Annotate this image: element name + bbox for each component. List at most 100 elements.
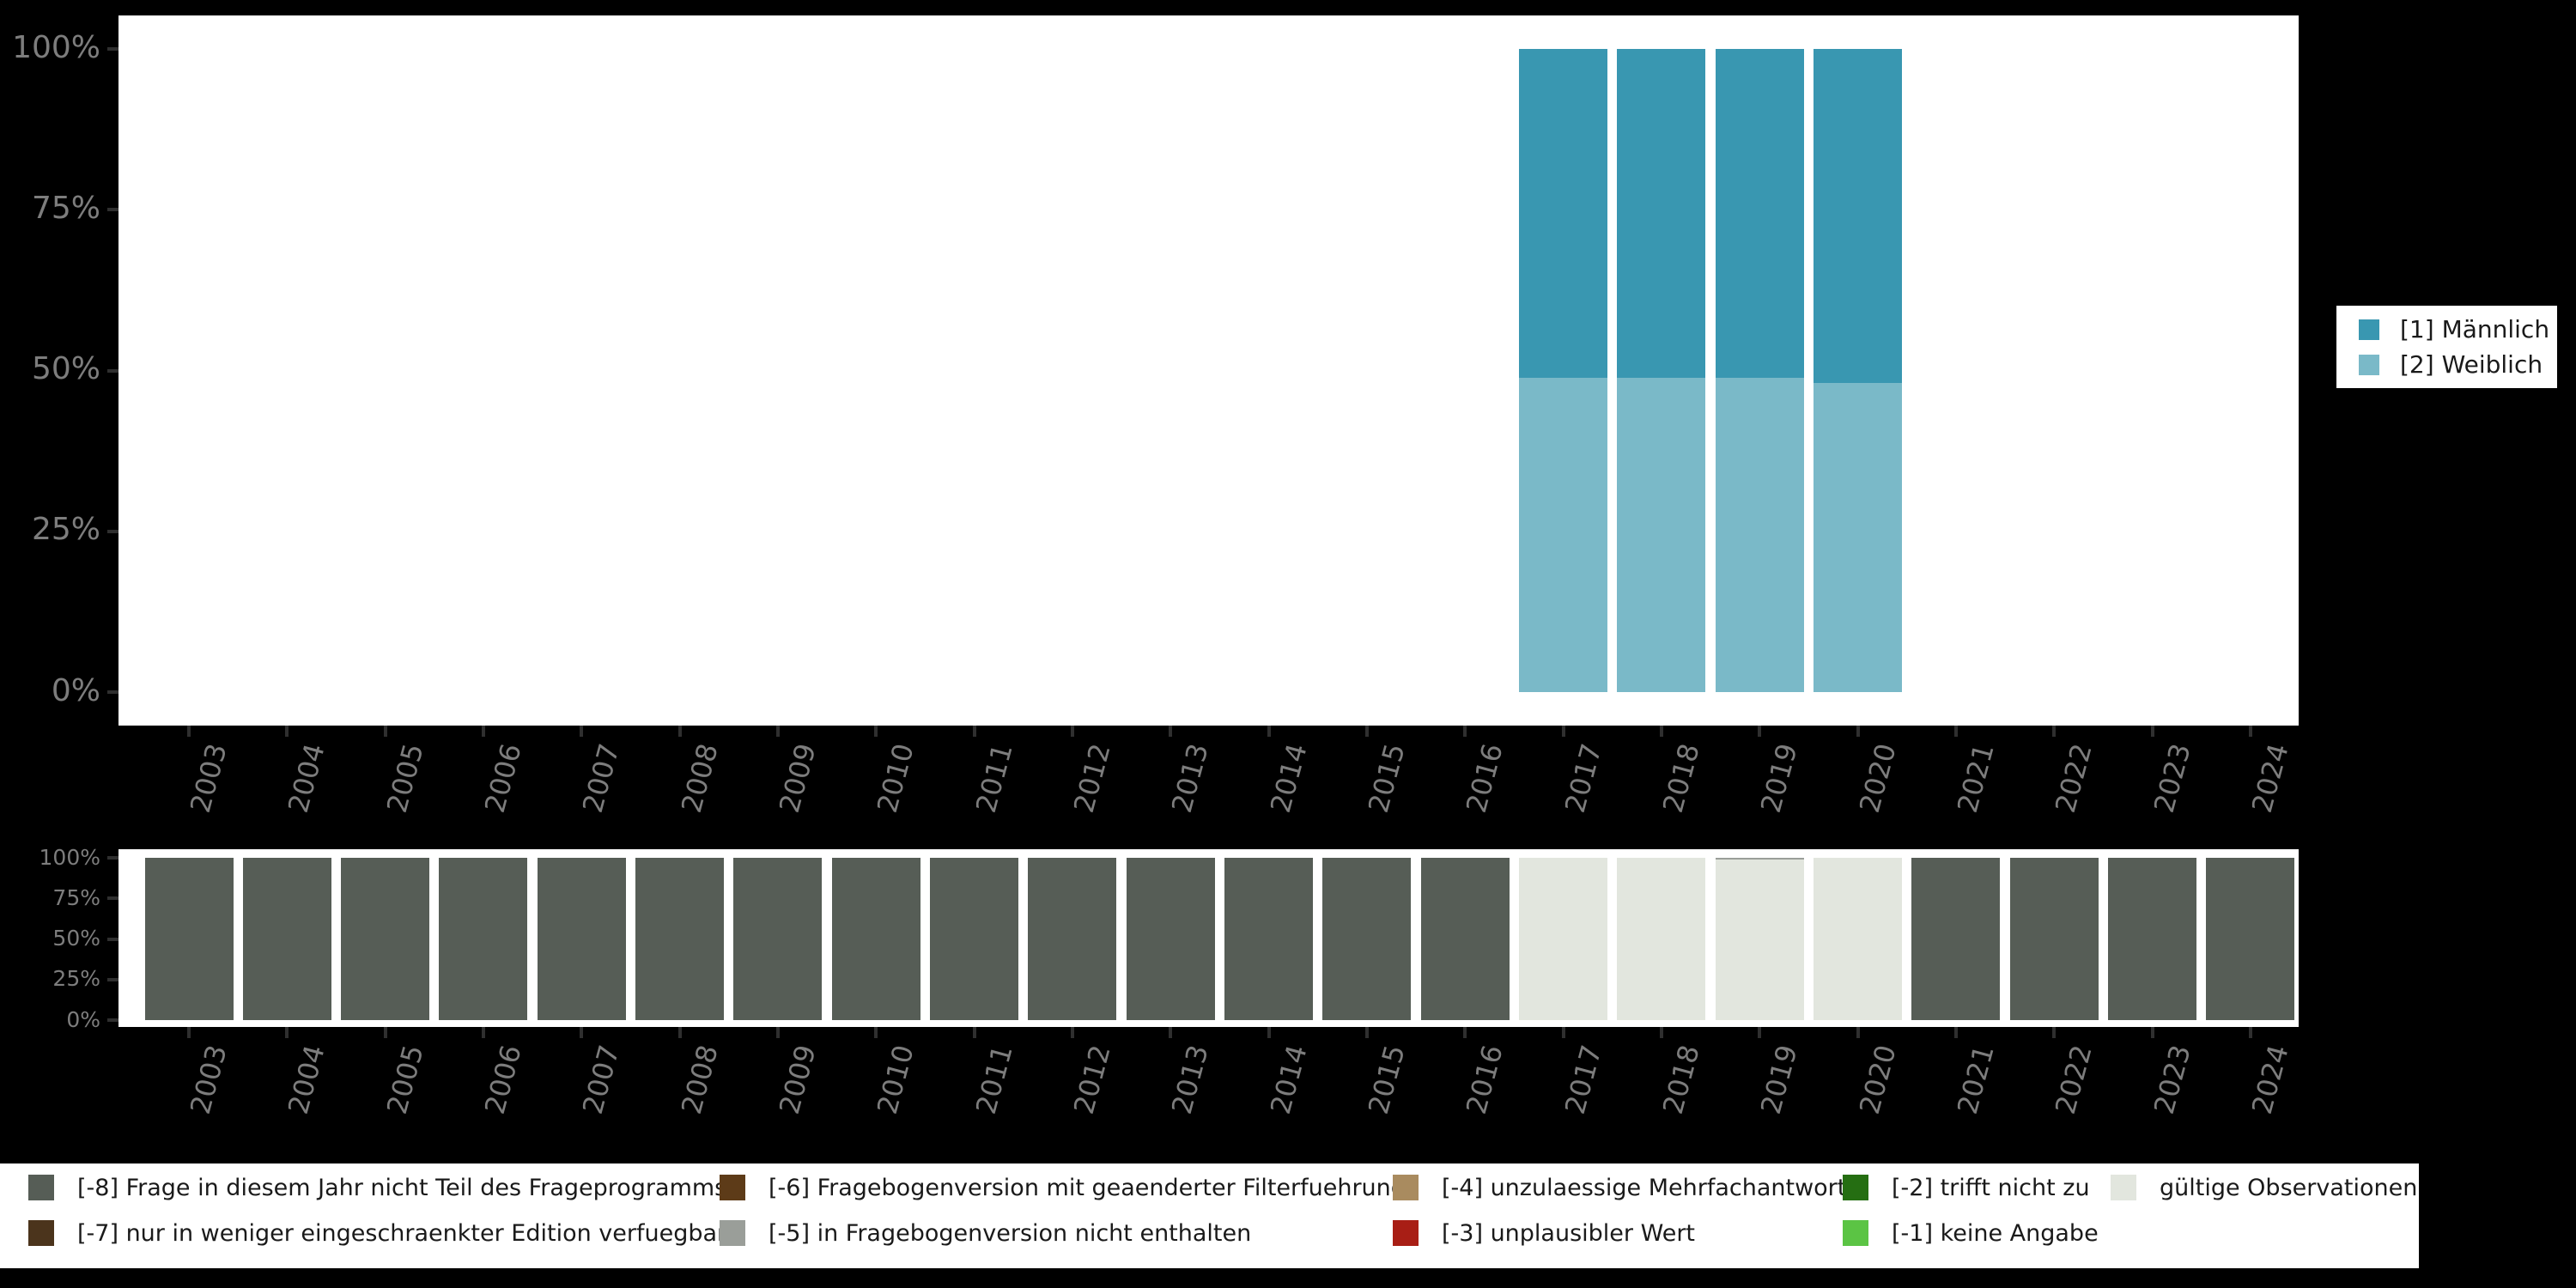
x-tick-label: 2012 <box>1066 1042 1117 1118</box>
legend-label-valid: gültige Observationen <box>2160 1175 2418 1201</box>
legend-label-m1: [-1] keine Angabe <box>1892 1220 2099 1247</box>
x-tick-label: 2020 <box>1852 740 1903 817</box>
y-tick-label: 0% <box>66 1006 100 1032</box>
legend-swatch-weiblich <box>2359 354 2379 375</box>
x-tick-label: 2014 <box>1263 1042 1314 1118</box>
y-tick-label: 100% <box>12 29 100 65</box>
bar-segment <box>635 858 725 1020</box>
x-tick <box>1856 1027 1860 1038</box>
x-tick-label: 2003 <box>183 740 234 817</box>
bar-segment <box>1715 858 1804 860</box>
x-tick-label: 2011 <box>969 740 1019 817</box>
x-tick-label: 2013 <box>1165 740 1216 817</box>
legend-swatch-m5 <box>720 1220 745 1246</box>
y-tick <box>107 208 118 212</box>
legend-swatch-maennlich <box>2359 319 2379 340</box>
bar-segment <box>1519 377 1608 692</box>
bar-segment <box>1814 858 1903 1020</box>
y-tick-label: 100% <box>39 844 100 870</box>
x-tick <box>972 1027 976 1038</box>
bar-segment <box>1617 378 1706 692</box>
x-tick-label: 2021 <box>1950 740 2001 817</box>
x-tick-label: 2011 <box>969 1042 1019 1118</box>
legend-label-weiblich: [2] Weiblich <box>2400 350 2543 379</box>
x-tick <box>1758 1027 1762 1038</box>
legend-label-maennlich: [1] Männlich <box>2400 315 2550 343</box>
y-tick <box>107 368 118 373</box>
x-tick-label: 2005 <box>380 1042 430 1118</box>
x-tick <box>187 726 191 737</box>
x-tick <box>2248 726 2252 737</box>
bar-segment <box>144 858 234 1020</box>
bar-segment <box>831 858 920 1020</box>
bar-segment <box>1617 49 1706 379</box>
bar-segment <box>1715 378 1804 692</box>
bar-segment <box>2206 858 2295 1020</box>
x-tick-label: 2008 <box>674 740 725 817</box>
x-tick-label: 2019 <box>1754 740 1804 817</box>
y-tick <box>107 529 118 533</box>
x-tick <box>580 1027 584 1038</box>
legend-swatch-m7 <box>28 1220 54 1246</box>
y-tick <box>107 937 118 941</box>
x-tick <box>2248 1027 2252 1038</box>
x-tick <box>285 1027 289 1038</box>
x-tick <box>1953 726 1958 737</box>
y-tick <box>107 1018 118 1022</box>
x-tick-label: 2018 <box>1656 740 1706 817</box>
x-tick <box>1169 1027 1173 1038</box>
x-tick-label: 2013 <box>1165 1042 1216 1118</box>
x-tick <box>1364 726 1369 737</box>
x-tick-label: 2021 <box>1950 1042 2001 1118</box>
x-tick <box>481 1027 485 1038</box>
x-tick <box>775 1027 780 1038</box>
y-tick <box>107 47 118 51</box>
x-tick <box>1953 1027 1958 1038</box>
bar-segment <box>242 858 331 1020</box>
legend-label-m4: [-4] unzulaessige Mehrfachantwort <box>1442 1175 1847 1201</box>
x-tick <box>1169 726 1173 737</box>
legend-item-maennlich: [1] Männlich <box>2359 315 2557 343</box>
x-tick <box>1561 1027 1565 1038</box>
x-tick-label: 2017 <box>1558 740 1608 817</box>
x-tick <box>1758 726 1762 737</box>
x-tick-label: 2006 <box>477 740 528 817</box>
x-tick <box>1659 726 1663 737</box>
x-tick <box>383 726 387 737</box>
legend-swatch-m1 <box>1843 1220 1868 1246</box>
bar-segment <box>537 858 626 1020</box>
x-tick-label: 2006 <box>477 1042 528 1118</box>
x-tick <box>2150 1027 2154 1038</box>
y-tick-label: 25% <box>31 512 100 548</box>
x-tick <box>677 1027 682 1038</box>
bar-segment <box>1126 858 1215 1020</box>
missing-values-legend: [-8] Frage in diesem Jahr nicht Teil des… <box>0 1163 2419 1268</box>
x-tick <box>972 726 976 737</box>
x-tick <box>1267 726 1271 737</box>
bar-segment <box>1420 858 1510 1020</box>
y-tick <box>107 856 118 860</box>
legend-swatch-m4 <box>1393 1175 1419 1200</box>
bar-segment <box>1322 858 1412 1020</box>
legend-label-m3: [-3] unplausibler Wert <box>1442 1220 1696 1247</box>
x-tick-label: 2020 <box>1852 1042 1903 1118</box>
y-tick <box>107 896 118 901</box>
x-tick-label: 2015 <box>1361 1042 1412 1118</box>
bar-segment <box>1715 49 1804 379</box>
x-tick-label: 2014 <box>1263 740 1314 817</box>
x-tick <box>1659 1027 1663 1038</box>
bar-segment <box>1519 49 1608 378</box>
x-tick-label: 2004 <box>282 1042 332 1118</box>
x-tick-label: 2009 <box>772 1042 823 1118</box>
bar-segment <box>930 858 1019 1020</box>
x-tick <box>1463 1027 1467 1038</box>
bar-segment <box>1715 860 1804 1020</box>
legend-swatch-m8 <box>28 1175 54 1200</box>
x-tick-label: 2022 <box>2049 1042 2099 1118</box>
bar-segment <box>439 858 528 1020</box>
x-tick <box>187 1027 191 1038</box>
y-tick-label: 75% <box>52 884 100 910</box>
x-tick-label: 2007 <box>576 1042 627 1118</box>
x-tick-label: 2005 <box>380 740 430 817</box>
